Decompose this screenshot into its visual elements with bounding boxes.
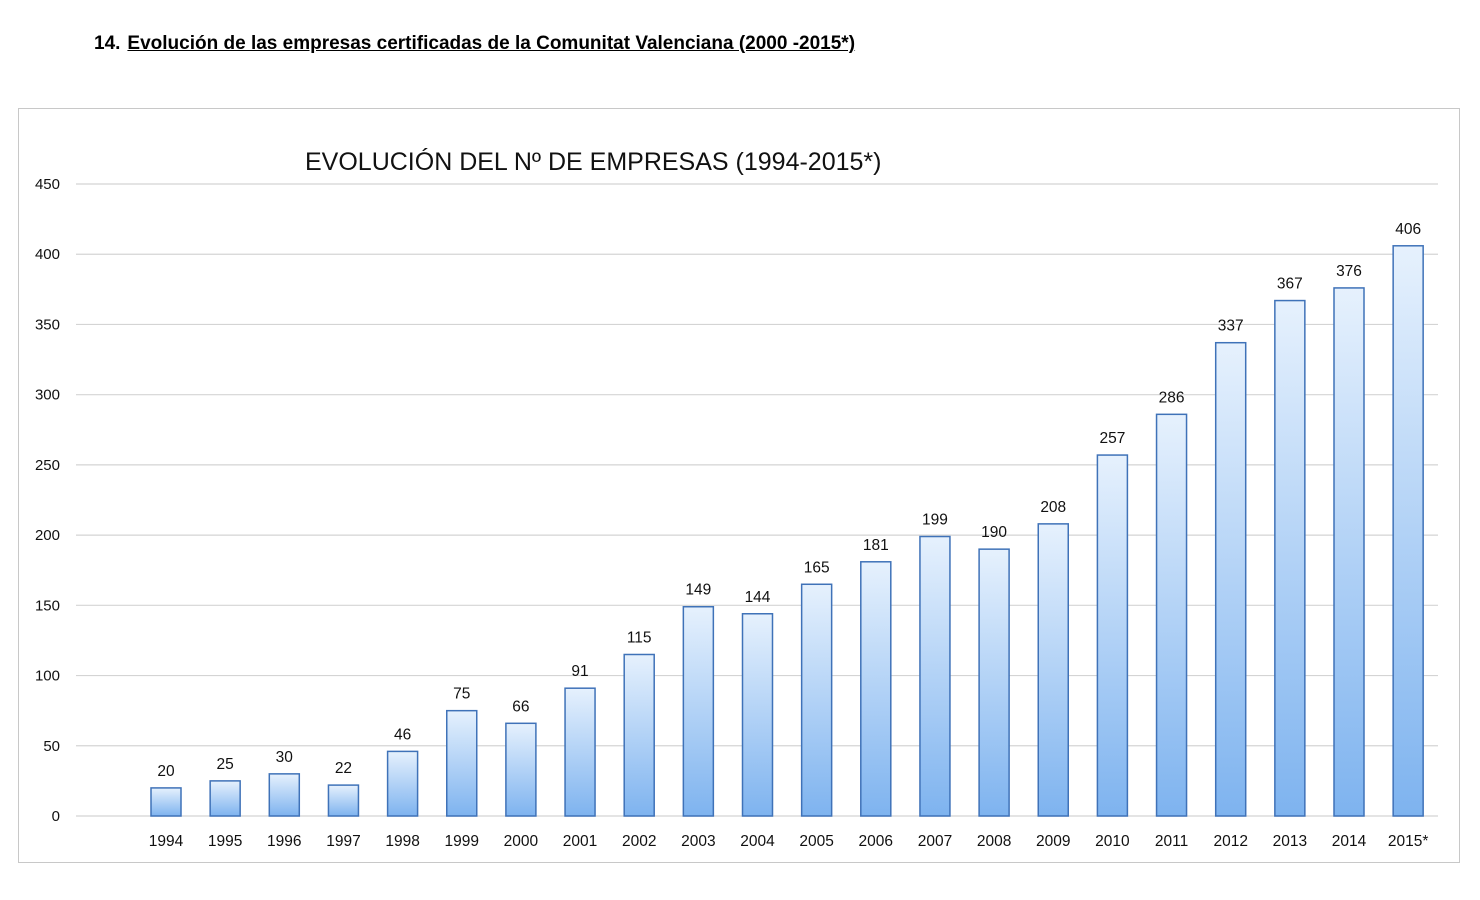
data-label: 22 bbox=[335, 760, 352, 777]
y-tick-label: 450 bbox=[35, 176, 60, 193]
y-tick-label: 350 bbox=[35, 316, 60, 333]
data-label: 337 bbox=[1218, 318, 1244, 335]
x-tick-label: 2009 bbox=[1036, 833, 1070, 850]
data-label: 75 bbox=[453, 686, 470, 703]
data-label: 208 bbox=[1040, 499, 1066, 516]
data-label: 20 bbox=[157, 763, 175, 780]
data-label: 91 bbox=[571, 663, 588, 680]
y-axis-ticks: 0 50 100 150 200 250 300 350 400 450 bbox=[35, 176, 60, 825]
bar bbox=[564, 687, 596, 817]
x-axis-ticks: 1994 1995 1996 1997 1998 1999 2000 2001 2002 2003… bbox=[149, 833, 1429, 850]
data-label: 46 bbox=[394, 726, 411, 743]
x-tick-label: 2005 bbox=[799, 833, 833, 850]
x-tick-label: 1996 bbox=[267, 833, 301, 850]
bar bbox=[860, 561, 892, 817]
data-label: 30 bbox=[276, 749, 294, 766]
chart-title: EVOLUCIÓN DEL Nº DE EMPRESAS (1994-2015*… bbox=[305, 147, 881, 176]
data-label: 25 bbox=[217, 756, 234, 773]
x-tick-label: 1998 bbox=[385, 833, 419, 850]
bar bbox=[1333, 287, 1365, 817]
x-tick-label: 2002 bbox=[622, 833, 656, 850]
data-label: 286 bbox=[1159, 389, 1185, 406]
x-tick-label: 2011 bbox=[1155, 833, 1188, 850]
bar bbox=[209, 780, 241, 817]
x-tick-label: 2008 bbox=[977, 833, 1011, 850]
bars bbox=[150, 245, 1424, 817]
bar bbox=[268, 773, 301, 817]
x-tick-label: 2007 bbox=[918, 833, 952, 850]
bar bbox=[1274, 299, 1306, 817]
y-tick-label: 150 bbox=[35, 597, 60, 614]
bar bbox=[386, 750, 419, 817]
bar bbox=[327, 784, 360, 817]
data-label: 181 bbox=[863, 537, 889, 554]
bar bbox=[1392, 245, 1424, 817]
section-heading: 14. Evolución de las empresas certificada… bbox=[94, 33, 855, 55]
y-tick-label: 250 bbox=[35, 457, 60, 474]
data-label: 165 bbox=[804, 559, 830, 576]
data-label: 144 bbox=[745, 589, 771, 606]
data-label: 199 bbox=[922, 512, 948, 529]
x-tick-label: 2003 bbox=[681, 833, 715, 850]
bar bbox=[1037, 523, 1069, 817]
data-label: 190 bbox=[981, 524, 1007, 541]
x-tick-label: 1999 bbox=[445, 833, 479, 850]
bar bbox=[741, 613, 774, 817]
bar bbox=[505, 722, 537, 817]
x-tick-label: 2001 bbox=[563, 833, 597, 850]
data-label: 115 bbox=[627, 629, 652, 646]
data-label: 367 bbox=[1277, 276, 1303, 293]
y-tick-label: 100 bbox=[35, 668, 60, 685]
x-tick-label: 2006 bbox=[859, 833, 893, 850]
bar bbox=[800, 583, 833, 817]
data-labels: 20 25 30 22 46 75 66 91 115 149 144 165 181 199 190 208… bbox=[157, 221, 1421, 780]
bar bbox=[446, 709, 478, 817]
bar bbox=[623, 653, 655, 817]
x-tick-label: 2013 bbox=[1273, 833, 1307, 850]
x-tick-label: 1997 bbox=[326, 833, 360, 850]
data-label: 149 bbox=[685, 582, 711, 599]
x-tick-label: 1994 bbox=[149, 833, 184, 850]
data-label: 406 bbox=[1395, 221, 1421, 238]
x-tick-label: 2000 bbox=[504, 833, 539, 850]
bar bbox=[150, 787, 182, 817]
bar bbox=[1155, 413, 1188, 817]
bar bbox=[1214, 341, 1247, 817]
data-label: 257 bbox=[1099, 430, 1125, 447]
data-label: 66 bbox=[512, 698, 529, 715]
y-tick-label: 400 bbox=[35, 246, 60, 263]
x-tick-label: 1995 bbox=[208, 833, 242, 850]
data-label: 376 bbox=[1336, 263, 1362, 280]
y-tick-label: 0 bbox=[52, 808, 60, 825]
y-tick-label: 50 bbox=[43, 738, 60, 755]
y-tick-label: 200 bbox=[35, 527, 60, 544]
bar bbox=[978, 548, 1010, 817]
y-tick-label: 300 bbox=[35, 387, 60, 404]
x-tick-label: 2015* bbox=[1388, 833, 1429, 850]
bar bbox=[1096, 454, 1129, 817]
x-tick-label: 2004 bbox=[740, 833, 775, 850]
bar bbox=[919, 535, 951, 817]
section-title: Evolución de las empresas certificadas d… bbox=[127, 33, 856, 54]
section-number: 14. bbox=[94, 33, 121, 54]
x-tick-label: 2012 bbox=[1213, 833, 1247, 850]
x-tick-label: 2010 bbox=[1095, 833, 1130, 850]
x-tick-label: 2014 bbox=[1332, 833, 1367, 850]
bar bbox=[682, 605, 715, 817]
